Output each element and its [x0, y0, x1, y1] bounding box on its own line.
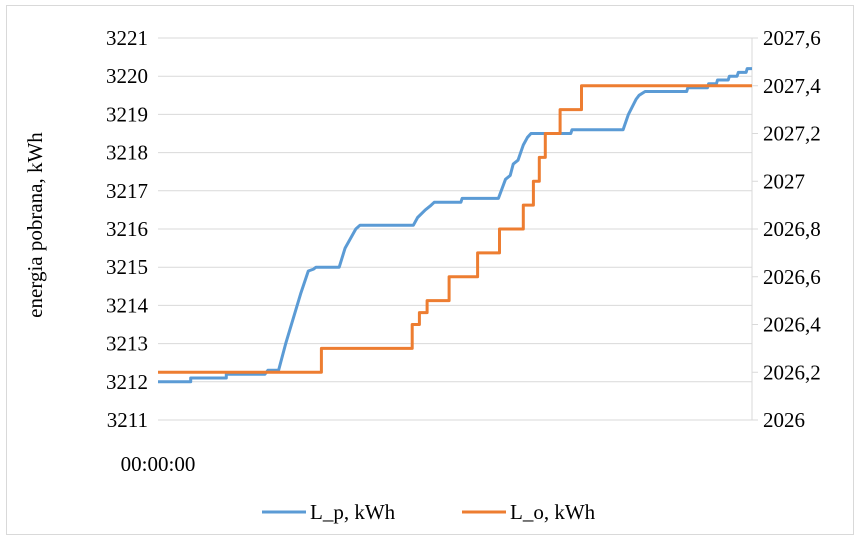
y-axis-right-ticks: 2026 2026,2 2026,4 2026,6 2026,8 2027 2027,2 20…	[752, 26, 821, 432]
y-tick-label: 3221	[106, 26, 148, 50]
y-tick-label: 3214	[106, 293, 149, 317]
y-tick-label: 3213	[106, 332, 148, 356]
y-tick-label: 3218	[106, 141, 148, 165]
y2-tick-label: 2027,4	[763, 74, 821, 98]
y-tick-label: 3217	[106, 179, 148, 203]
y-axis-title: energia pobrana, kWh	[23, 132, 47, 318]
y2-tick-label: 2026,2	[763, 360, 821, 384]
y2-tick-label: 2026	[763, 408, 805, 432]
y-axis-left-ticks: 3211 3212 3213 3214 3215 3216 3217 3218 3219 3220…	[106, 26, 149, 432]
y2-tick-label: 2026,4	[763, 313, 821, 337]
y2-tick-label: 2027,2	[763, 122, 821, 146]
series-line-1	[158, 67, 752, 384]
chart-frame	[6, 5, 854, 535]
y-tick-label: 3212	[106, 370, 148, 394]
y2-tick-label: 2027	[763, 169, 805, 193]
x-axis-ticks: 00:00:00	[121, 452, 196, 476]
y2-tick-label: 2026,6	[763, 265, 821, 289]
y-tick-label: 3211	[107, 408, 148, 432]
y2-tick-label: 2027,6	[763, 26, 821, 50]
legend: L_p, kWh L_o, kWh	[262, 500, 596, 524]
gridlines	[158, 37, 753, 421]
y-tick-label: 3219	[106, 102, 148, 126]
y-tick-label: 3220	[106, 64, 148, 88]
legend-label-1: L_p, kWh	[310, 500, 396, 524]
series-lines	[158, 67, 752, 384]
series-line-2	[158, 84, 752, 374]
legend-label-2: L_o, kWh	[510, 500, 596, 524]
y-tick-label: 3216	[106, 217, 148, 241]
x-tick-label: 00:00:00	[121, 452, 196, 476]
y-tick-label: 3215	[106, 255, 148, 279]
y2-tick-label: 2026,8	[763, 217, 821, 241]
